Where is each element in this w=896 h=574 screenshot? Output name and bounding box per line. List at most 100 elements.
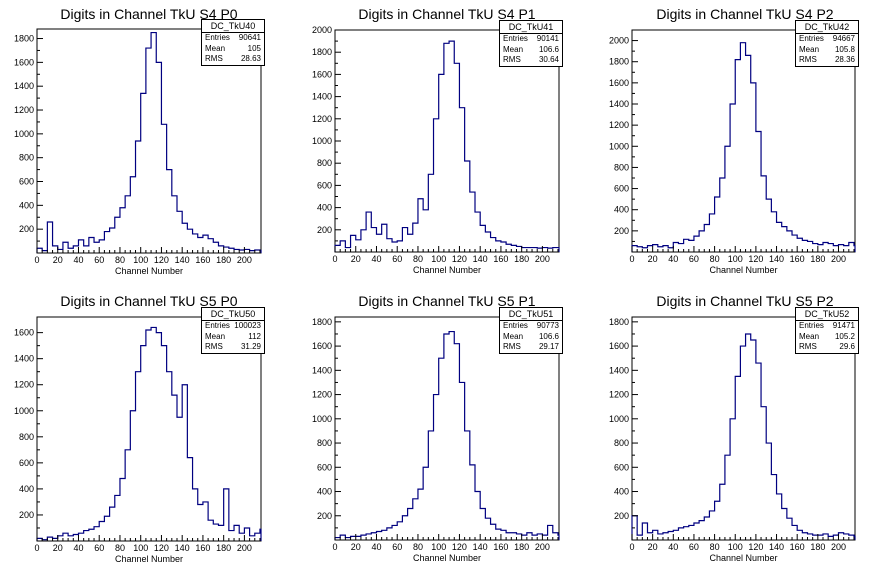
histogram-bin: [84, 246, 89, 253]
x-tick-label: 140: [473, 254, 488, 264]
x-tick-label: 80: [710, 542, 720, 552]
histogram-bin: [187, 458, 192, 541]
histogram-bin: [777, 494, 782, 540]
histogram-panel: Digits in Channel TkU S5 P2 0 20 40 60 80 100 1…: [596, 287, 894, 574]
stats-rms-value: 31.29: [240, 342, 261, 351]
chart-title: Digits in Channel TkU S4 P1: [358, 6, 536, 22]
stats-box: DC_TkU51 Entries 90773 Mean 106.6 RMS 29.17: [499, 307, 563, 354]
x-tick-label: 60: [392, 254, 402, 264]
x-tick-label: 160: [195, 255, 210, 265]
y-tick-label: 1600: [14, 328, 34, 338]
y-tick-label: 200: [614, 511, 629, 521]
histogram-bin: [58, 536, 63, 541]
histogram-bin: [797, 530, 802, 540]
histogram-bin: [110, 228, 115, 253]
histogram-bin: [766, 199, 771, 252]
histogram-bin: [208, 239, 213, 253]
histogram-bin: [792, 525, 797, 540]
histogram-bin: [224, 489, 229, 541]
histogram-outline: [334, 330, 560, 540]
histogram-bin: [110, 507, 115, 541]
histogram-bin: [808, 534, 813, 540]
y-tick-label: 1000: [609, 414, 629, 424]
stats-name: DC_TkU52: [796, 308, 858, 321]
stats-rms-label: RMS: [503, 342, 521, 351]
histogram-bin: [532, 535, 537, 540]
x-tick-label: 20: [648, 254, 658, 264]
stats-rms-row: RMS 29.6: [796, 342, 858, 353]
x-tick-label: 0: [332, 542, 337, 552]
histogram-bin: [694, 523, 699, 540]
histogram-bin: [802, 533, 807, 540]
histogram-bin: [161, 124, 166, 253]
histogram-bin: [637, 247, 642, 252]
histogram-bin: [182, 385, 187, 541]
stats-entries-label: Entries: [503, 321, 528, 330]
x-tick-label: 20: [53, 255, 63, 265]
y-tick-label: 400: [19, 484, 34, 494]
x-tick-label: 80: [413, 254, 423, 264]
y-tick-label: 400: [19, 200, 34, 210]
histogram-bin: [351, 235, 356, 252]
histogram-bin: [491, 238, 496, 252]
stats-entries-value: 91471: [832, 321, 855, 330]
histogram-bin: [218, 525, 223, 541]
stats-mean-row: Mean 105: [202, 44, 264, 55]
histogram-outline: [334, 40, 560, 252]
histogram-bin: [465, 431, 470, 540]
histogram-bin: [668, 532, 673, 540]
histogram-bin: [229, 531, 234, 541]
histogram-bin: [47, 222, 52, 253]
histogram-bin: [485, 518, 490, 540]
stats-rms-value: 28.63: [240, 54, 261, 63]
histogram-bin: [340, 241, 345, 252]
stats-mean-value: 106.6: [538, 44, 559, 54]
histogram-bin: [647, 246, 652, 252]
histogram-bin: [699, 521, 704, 540]
stats-rms-row: RMS 28.36: [796, 55, 858, 66]
histogram-bin: [823, 534, 828, 540]
y-tick-label: 1400: [14, 354, 34, 364]
y-tick-label: 200: [317, 225, 332, 235]
histogram-plot: 0 20 40 60 80 100 120 140 160 180 200 200 400 600 800 1…: [609, 29, 856, 275]
histogram-bin: [418, 489, 423, 540]
histogram-bin: [475, 212, 480, 252]
histogram-bin: [761, 176, 766, 252]
histogram-bin: [771, 475, 776, 540]
stats-box: DC_TkU41 Entries 90141 Mean 106.6 RMS 30.64: [499, 20, 563, 67]
y-tick-label: 200: [614, 226, 629, 236]
y-tick-label: 1600: [312, 69, 332, 79]
y-tick-label: 600: [19, 458, 34, 468]
y-tick-label: 1200: [14, 105, 34, 115]
histogram-bin: [203, 502, 208, 541]
histogram-bin: [553, 533, 558, 540]
y-tick-label: 1400: [14, 81, 34, 91]
stats-entries-label: Entries: [799, 34, 824, 43]
plot-frame: [631, 316, 856, 541]
histogram-bin: [637, 535, 642, 540]
histogram-bin: [818, 535, 823, 540]
y-tick-label: 600: [19, 177, 34, 187]
histogram-bin: [516, 534, 521, 540]
histogram-bin: [787, 231, 792, 252]
histogram-panel: Digits in Channel TkU S5 P0 0 20 40 60 80 100 1…: [0, 287, 298, 574]
histogram-bin: [730, 104, 735, 252]
histogram-bin: [408, 508, 413, 540]
stats-rms-label: RMS: [799, 342, 817, 351]
histogram-bin: [704, 517, 709, 540]
histogram-bin: [678, 244, 683, 252]
histogram-bin: [704, 225, 709, 252]
histogram-bin: [516, 246, 521, 252]
histogram-bin: [120, 478, 125, 541]
stats-entries-row: Entries 90641: [202, 33, 264, 44]
histogram-bin: [63, 242, 68, 253]
y-tick-label: 600: [614, 184, 629, 194]
histogram-bin: [491, 524, 496, 540]
histogram-bin: [345, 248, 350, 252]
histogram-bin: [193, 489, 198, 541]
histogram-bin: [94, 527, 99, 541]
histogram-bin: [632, 246, 637, 252]
histogram-bin: [434, 119, 439, 252]
histogram-bin: [356, 240, 361, 252]
histogram-panel: Digits in Channel TkU S5 P1 0 20 40 60 80 100 1…: [298, 287, 596, 574]
